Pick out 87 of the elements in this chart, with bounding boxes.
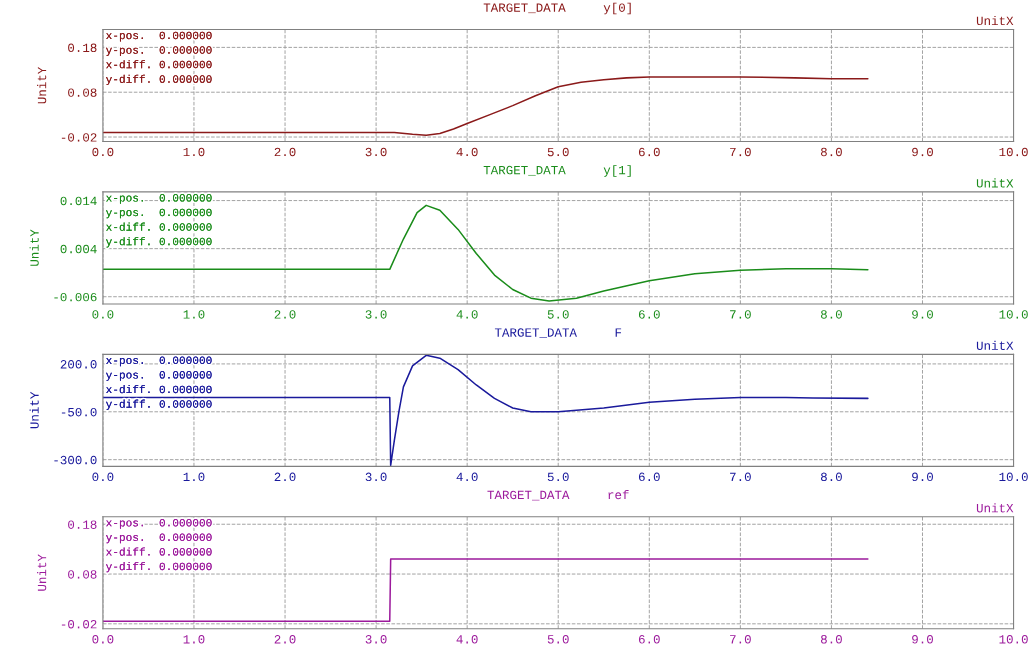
y-tick-label: 0.08	[68, 570, 97, 579]
x-tick-label: 7.0	[730, 635, 751, 644]
annotation: x-pos. 0.000000	[106, 518, 212, 529]
annotation: x-diff. 0.000000	[106, 222, 212, 231]
y-axis-title: UnitY	[37, 554, 47, 591]
y-axis-title: UnitY	[29, 229, 39, 266]
x-tick-label: 2.0	[274, 472, 296, 482]
x-tick-label: 5.0	[547, 635, 569, 644]
x-tick-label: 5.0	[547, 310, 569, 319]
x-tick-label: 8.0	[820, 147, 842, 157]
x-tick-label: 10.0	[999, 310, 1028, 319]
x-axis-title: UnitX	[976, 503, 1014, 513]
chart-title: TARGET_DATA F	[494, 328, 622, 338]
x-axis-title: UnitX	[976, 178, 1014, 188]
x-tick-label: 10.0	[999, 472, 1028, 482]
annotation: x-pos. 0.000000	[106, 194, 212, 204]
y-tick-label: 0.004	[60, 244, 97, 254]
x-tick-label: 5.0	[547, 147, 569, 157]
y-tick-label: -50.0	[61, 407, 97, 417]
x-tick-label: 8.0	[820, 310, 842, 319]
annotation: y-diff. 0.000000	[105, 562, 212, 573]
x-tick-label: 3.0	[365, 635, 387, 644]
chart-title: TARGET_DATA y[0]	[483, 2, 631, 15]
y-tick-label: -0.006	[54, 292, 97, 302]
annotation: y-pos. 0.000000	[105, 208, 212, 219]
x-tick-label: 6.0	[638, 635, 660, 644]
chart-title: TARGET_DATA y[1]	[483, 165, 631, 177]
annotation: y-pos. 0.000000	[105, 371, 212, 381]
line-series	[102, 354, 869, 467]
line-series	[102, 204, 869, 302]
x-tick-label: 1.0	[183, 472, 205, 482]
x-tick-label: 10.0	[999, 147, 1028, 157]
y-tick-label: 200.0	[60, 360, 97, 369]
x-tick-label: 3.0	[365, 310, 387, 319]
x-tick-label: 2.0	[274, 147, 296, 157]
x-tick-label: 6.0	[638, 147, 660, 157]
x-tick-label: 9.0	[912, 635, 933, 644]
x-tick-label: 7.0	[730, 147, 751, 157]
y-tick-label: 0.18	[68, 43, 97, 53]
x-tick-label: 7.0	[730, 472, 751, 482]
y-tick-label: 0.08	[68, 88, 97, 97]
x-tick-label: 8.0	[820, 472, 842, 482]
chart-title: TARGET_DATA ref	[487, 490, 629, 501]
x-axis-title: UnitX	[976, 15, 1014, 26]
y-tick-label: 0.18	[68, 520, 97, 529]
x-tick-label: 2.0	[274, 635, 296, 644]
line-series	[102, 76, 869, 136]
annotation: x-pos. 0.000000	[106, 31, 212, 42]
x-tick-label: 1.0	[183, 635, 205, 644]
x-axis-title: UnitX	[976, 340, 1014, 350]
x-tick-label: 8.0	[820, 635, 842, 644]
x-tick-label: 9.0	[912, 147, 933, 157]
x-tick-label: 4.0	[456, 635, 478, 644]
x-tick-label: 0.0	[92, 635, 114, 644]
x-tick-label: 3.0	[365, 472, 387, 482]
x-tick-label: 3.0	[365, 147, 387, 157]
annotation: x-diff. 0.000000	[106, 547, 212, 556]
x-tick-label: 9.0	[912, 310, 933, 319]
annotation: x-pos. 0.000000	[106, 356, 212, 367]
y-axis-title: UnitY	[37, 66, 47, 104]
annotation: y-pos. 0.000000	[105, 533, 212, 544]
annotation: x-diff. 0.000000	[106, 60, 212, 69]
x-tick-label: 4.0	[456, 147, 478, 157]
annotation: y-diff. 0.000000	[105, 399, 212, 410]
y-axis-title: UnitY	[29, 391, 39, 429]
x-tick-label: 4.0	[456, 472, 478, 482]
x-tick-label: 0.0	[92, 310, 114, 319]
x-tick-label: 6.0	[638, 472, 660, 482]
x-tick-label: 1.0	[183, 310, 205, 319]
y-tick-label: -300.0	[54, 455, 97, 465]
x-tick-label: 6.0	[638, 310, 660, 319]
x-tick-label: 0.0	[92, 147, 114, 157]
annotation: x-diff. 0.000000	[106, 385, 212, 394]
annotation: y-diff. 0.000000	[105, 237, 212, 248]
x-tick-label: 10.0	[999, 635, 1028, 644]
x-tick-label: 9.0	[912, 472, 933, 482]
annotation: y-pos. 0.000000	[105, 46, 212, 56]
x-tick-label: 4.0	[456, 310, 478, 319]
x-tick-label: 5.0	[547, 472, 569, 482]
x-tick-label: 0.0	[92, 472, 114, 482]
y-tick-label: -0.02	[61, 133, 97, 142]
x-tick-label: 7.0	[730, 310, 751, 319]
x-tick-label: 1.0	[183, 147, 205, 157]
y-tick-label: 0.014	[60, 196, 97, 206]
annotation: y-diff. 0.000000	[105, 74, 212, 86]
y-tick-label: -0.02	[61, 619, 97, 629]
x-tick-label: 2.0	[274, 310, 296, 319]
